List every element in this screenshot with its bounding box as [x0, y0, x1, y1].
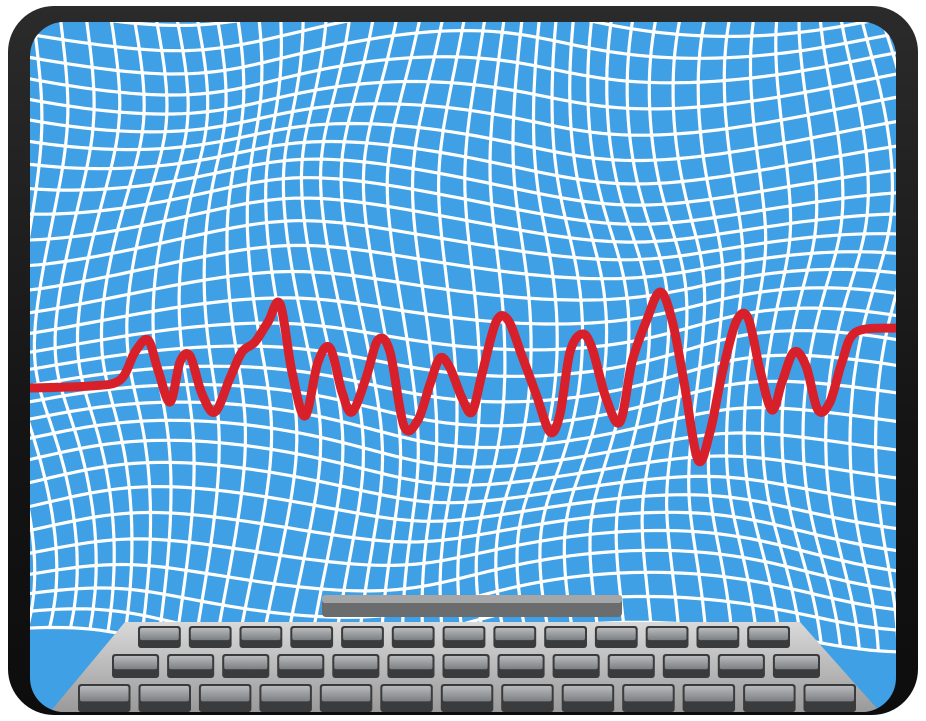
- keyboard-key-top: [292, 628, 332, 641]
- grid-line: [30, 157, 896, 207]
- keyboard-key-top: [343, 628, 382, 641]
- keyboard-key-top: [609, 656, 653, 670]
- grid-line: [895, 22, 896, 652]
- screen-artwork: [30, 22, 896, 712]
- keyboard-key-top: [745, 686, 794, 702]
- keyboard-key-top: [442, 686, 492, 702]
- keyboard-key-top: [389, 656, 433, 670]
- grid-line: [212, 22, 247, 659]
- keyboard-key-top: [749, 628, 788, 641]
- grid-line: [30, 528, 896, 573]
- keyboard-key-top: [190, 628, 230, 641]
- grid-line: [30, 418, 896, 469]
- grid-line: [30, 438, 896, 487]
- waveform-icon: [30, 287, 896, 467]
- grid-line: [30, 176, 896, 226]
- keyboard-key-top: [224, 656, 268, 670]
- grid-line: [30, 484, 896, 531]
- grid-line: [30, 510, 896, 553]
- grid-line: [30, 72, 896, 116]
- grid-line: [30, 548, 896, 593]
- keyboard-key-top: [80, 686, 129, 702]
- grid-line: [30, 51, 896, 97]
- keyboard-key-top: [664, 656, 708, 670]
- keyboard-key-top: [546, 628, 585, 641]
- grid-line: [30, 139, 896, 186]
- keyboard-key-top: [554, 656, 598, 670]
- keyboard-key-top: [774, 656, 818, 670]
- grid-line: [30, 95, 896, 137]
- keyboard-key-top: [499, 656, 543, 670]
- grid-line: [30, 267, 896, 315]
- keyboard-key-top: [624, 686, 673, 702]
- keyboard-key-top: [334, 656, 378, 670]
- keyboard-key-top: [684, 686, 734, 702]
- grid-line: [30, 243, 896, 292]
- grid-line: [30, 379, 896, 428]
- distorted-grid: [30, 22, 896, 670]
- grid-line: [30, 22, 875, 53]
- keyboard-key-top: [200, 686, 250, 702]
- grid-line: [30, 219, 896, 268]
- grid-line: [108, 22, 241, 27]
- keyboard-key-top: [444, 628, 484, 641]
- keyboard-key-top: [503, 686, 552, 702]
- keyboard-key-top: [140, 628, 179, 641]
- grid-line: [30, 286, 896, 336]
- keyboard-key-top: [563, 686, 613, 702]
- monitor-screen: [30, 22, 896, 712]
- keyboard-key-top: [647, 628, 687, 641]
- keyboard-key-top: [241, 628, 281, 641]
- grid-line: [192, 22, 228, 654]
- grid-line: [30, 400, 896, 450]
- keyboard-key-top: [382, 686, 431, 702]
- keyboard-key-top: [393, 628, 433, 641]
- keyboard-key-top: [114, 656, 158, 670]
- grid-line: [30, 196, 896, 244]
- keyboard-key-top: [698, 628, 738, 641]
- keyboard-key-top: [805, 686, 854, 702]
- grid-line: [30, 306, 896, 354]
- grid-line: [30, 120, 896, 163]
- keyboard-key-top: [321, 686, 371, 702]
- keyboard-key-top: [279, 656, 323, 670]
- keyboard-key-top: [140, 686, 189, 702]
- keyboard-key-top: [444, 656, 488, 670]
- grid-line: [30, 460, 896, 506]
- grid-line: [173, 22, 210, 650]
- keyboard-icon: [50, 595, 880, 712]
- keyboard-key-top: [596, 628, 636, 641]
- keyboard-key-top: [169, 656, 213, 670]
- grid-line: [30, 29, 896, 76]
- keyboard-key-top: [719, 656, 763, 670]
- keyboard-key-top: [261, 686, 310, 702]
- keyboard-key-top: [495, 628, 535, 641]
